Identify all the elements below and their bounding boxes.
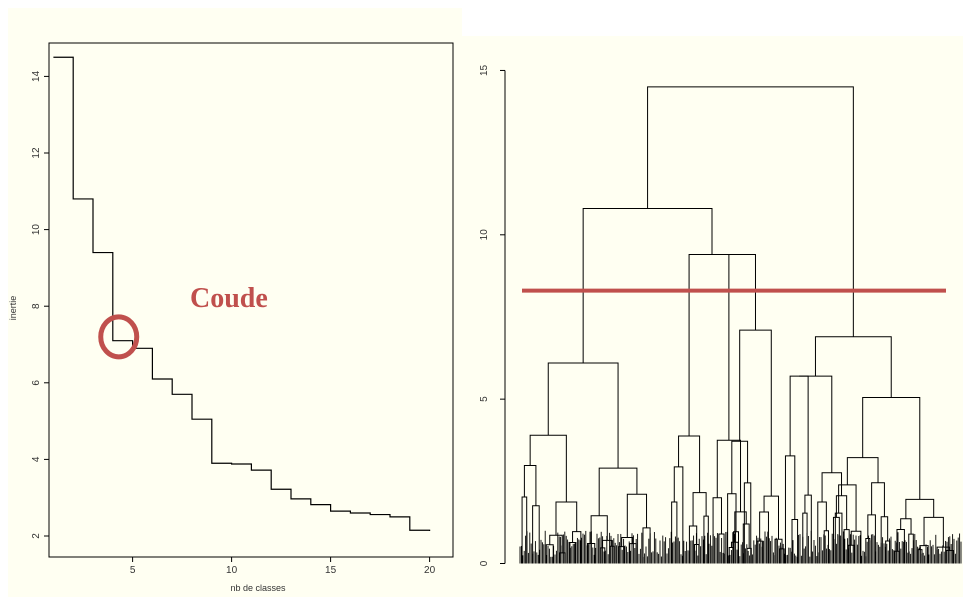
dendrogram-branch xyxy=(743,482,752,564)
y-tick-label: 5 xyxy=(479,396,490,402)
x-tick-label: 10 xyxy=(226,565,238,576)
dendrogram-branch xyxy=(871,482,885,517)
dendrogram-branch xyxy=(865,538,871,564)
dendrogram-branch xyxy=(846,457,879,485)
dendrogram-branch xyxy=(880,516,889,564)
dendrogram-branch xyxy=(739,329,772,497)
dendrogram-branch xyxy=(821,472,843,503)
dendrogram-branch xyxy=(626,493,648,538)
dendrogram-branch xyxy=(692,492,707,527)
y-tick-label: 10 xyxy=(31,224,42,236)
dendrogram-panel: 0 5 10 15 xyxy=(462,36,963,597)
dendrogram-branch xyxy=(547,362,619,469)
dendrogram-branch xyxy=(688,254,730,441)
dendrogram-branch xyxy=(678,435,701,493)
y-tick-label: 10 xyxy=(479,229,490,241)
y-tick-label: 15 xyxy=(479,64,490,76)
elbow-annotation-label: Coude xyxy=(190,283,268,314)
dendrogram-branch xyxy=(572,531,582,564)
dendrogram-branch xyxy=(835,495,848,530)
dendrogram-branch xyxy=(923,516,944,548)
x-tick-label: 20 xyxy=(424,565,436,576)
dendrogram-branch xyxy=(763,495,780,540)
dendrogram-branch xyxy=(555,501,578,536)
dendrogram-branch xyxy=(885,540,891,564)
x-tick-label: 5 xyxy=(130,565,136,576)
dendrogram-branch xyxy=(673,466,684,564)
dendrogram-chart: 0 5 10 15 xyxy=(479,64,962,566)
dendrogram-branch xyxy=(802,512,808,564)
elbow-chart-panel: 5 10 15 20 2 4 6 8 10 12 14 nb de classes inertie Cou… xyxy=(8,8,462,597)
x-axis-label: nb de classes xyxy=(230,583,286,593)
dendrogram-branch xyxy=(905,498,935,519)
dendrogram-branch xyxy=(590,515,608,544)
dendrogram-branch xyxy=(862,397,921,500)
dendrogram-branch xyxy=(789,375,809,496)
dendrogram-branch xyxy=(817,501,827,564)
elbow-chart: 5 10 15 20 2 4 6 8 10 12 14 nb de classes inertie Cou… xyxy=(8,42,454,593)
elbow-circle-marker xyxy=(98,314,140,360)
dendrogram-branch xyxy=(896,529,905,564)
dendrogram-branch xyxy=(598,467,638,516)
y-tick-label: 6 xyxy=(31,380,42,386)
dendrogram-branch xyxy=(521,496,528,564)
y-tick-label: 2 xyxy=(31,533,42,539)
dendrogram-branch xyxy=(804,494,812,564)
y-tick-label: 12 xyxy=(31,147,42,159)
dendrogram-branch xyxy=(647,86,854,337)
dendrogram-branch xyxy=(582,208,713,363)
x-tick-label: 15 xyxy=(325,565,337,576)
dendrogram-branch xyxy=(731,440,749,494)
dendrogram-branch xyxy=(900,518,912,535)
inertia-step-line xyxy=(53,56,431,532)
dendrogram-branch xyxy=(708,254,756,331)
dendrogram-branch xyxy=(759,511,769,564)
y-axis-label: inertie xyxy=(8,296,18,321)
y-tick-label: 4 xyxy=(31,456,42,462)
dendrogram-branch xyxy=(716,439,742,512)
dendrogram-branch xyxy=(919,545,929,564)
y-tick-label: 0 xyxy=(479,560,490,566)
dendrogram-branch xyxy=(814,336,892,398)
y-tick-label: 8 xyxy=(31,303,42,309)
y-tick-label: 14 xyxy=(31,70,42,82)
dendrogram-branch xyxy=(523,465,537,506)
dendrogram-branch xyxy=(734,511,747,543)
dendrogram-branch xyxy=(799,375,833,473)
